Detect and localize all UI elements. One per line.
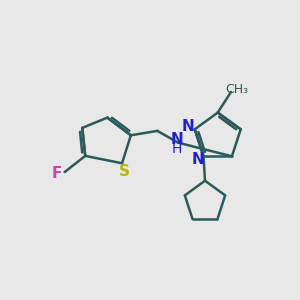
Text: S: S [119, 164, 130, 179]
Text: N: N [182, 119, 195, 134]
Text: N: N [192, 152, 205, 167]
Text: N: N [170, 132, 183, 147]
Text: H: H [171, 142, 182, 156]
Text: F: F [51, 166, 62, 181]
Text: CH₃: CH₃ [225, 82, 248, 95]
